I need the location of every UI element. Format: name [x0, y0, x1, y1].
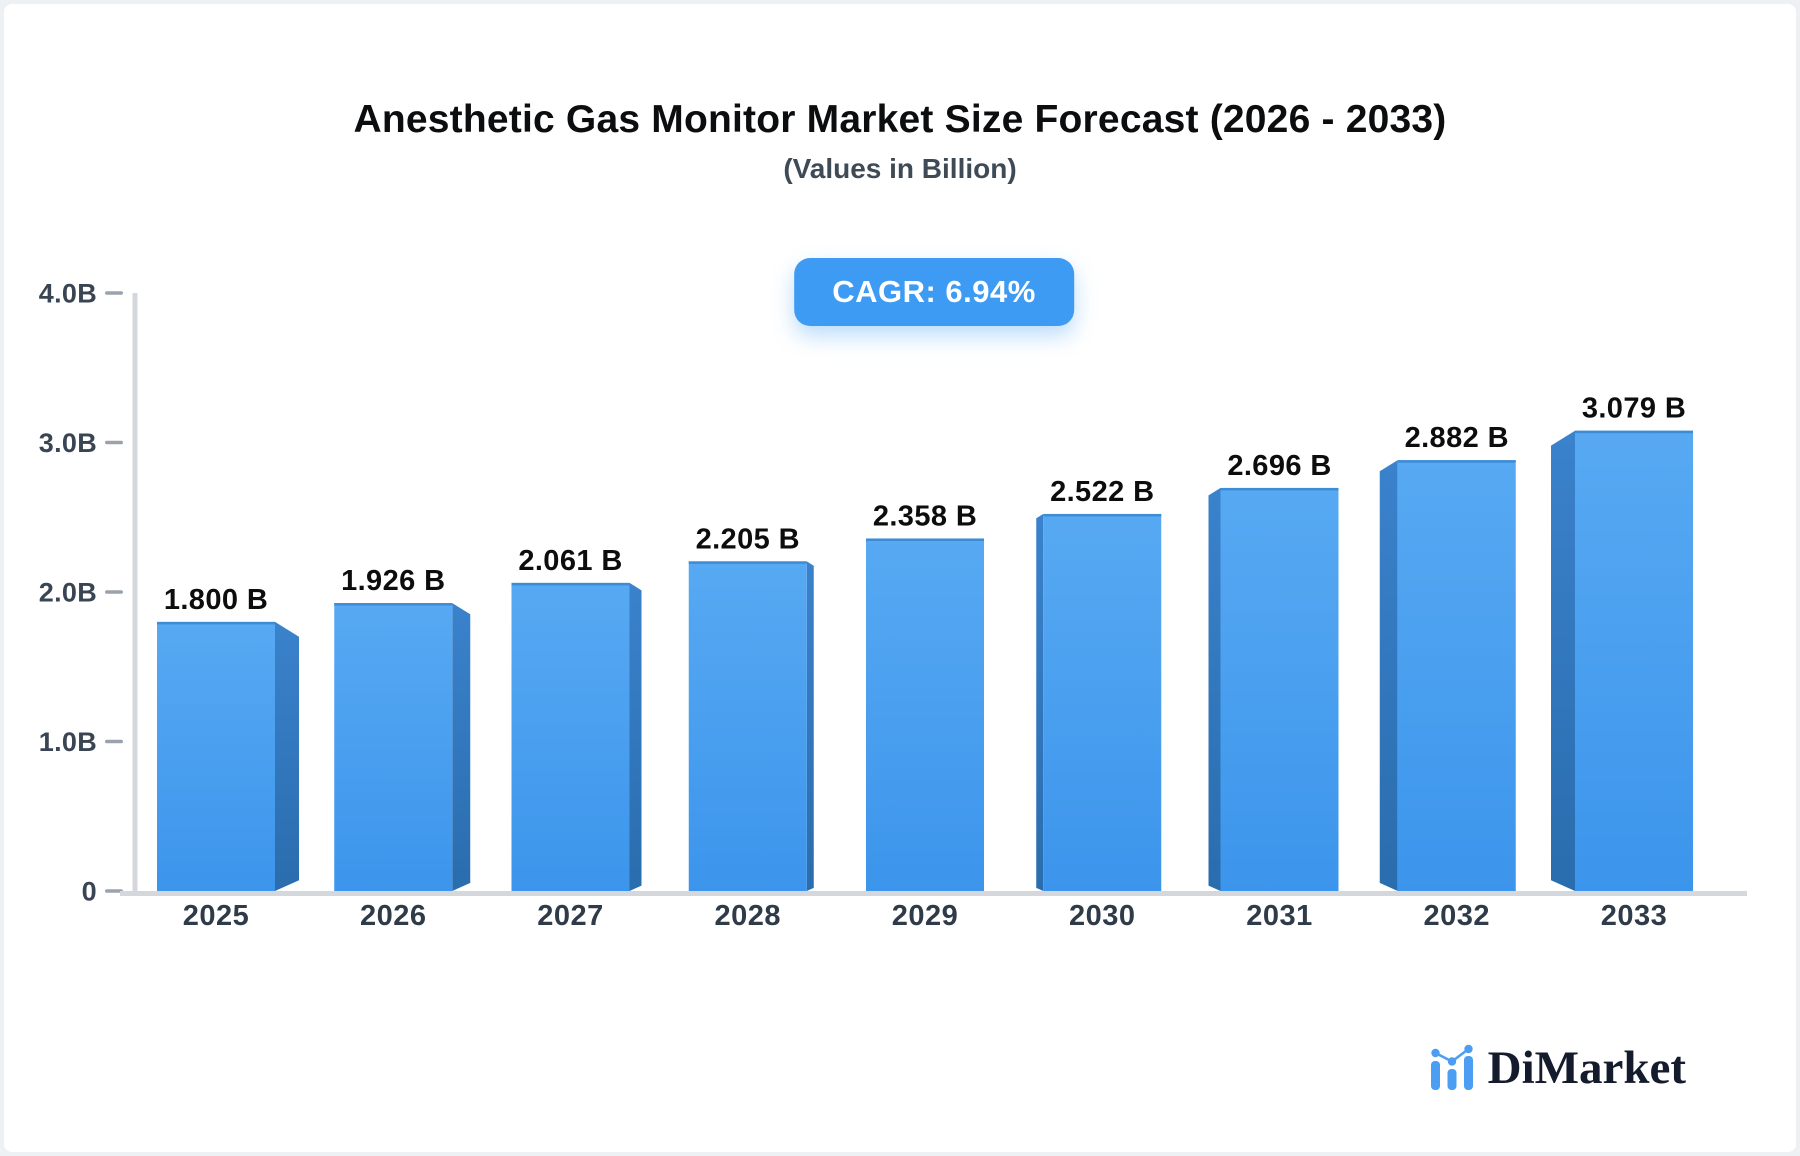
bar-value-label: 1.926 B	[341, 565, 445, 597]
y-tick-1.0B	[105, 739, 123, 744]
y-tick-label-2.0B: 2.0B	[39, 578, 97, 608]
bar-front-face	[157, 621, 275, 893]
bar-2025: 1.800 B	[157, 584, 299, 893]
bar-top-edge	[688, 561, 807, 564]
y-axis-line	[132, 293, 138, 893]
logo-dot-right	[1463, 1044, 1473, 1054]
y-tick-4.0B	[105, 291, 123, 295]
dimarket-logo-text: DiMarket	[1487, 1041, 1686, 1094]
x-axis-label-2028: 2028	[714, 900, 781, 932]
bar-front-face	[1575, 430, 1693, 893]
bar-value-label: 2.205 B	[696, 523, 800, 555]
bar-top-edge	[1220, 487, 1339, 491]
x-axis-label-2033: 2033	[1601, 900, 1668, 932]
dimarket-logo-icon	[1430, 1044, 1473, 1090]
x-axis-label-2029: 2029	[892, 900, 959, 932]
bar-value-label: 2.061 B	[518, 545, 622, 577]
brand-logo: DiMarket	[1429, 1044, 1686, 1092]
bar-front-face	[1043, 513, 1162, 893]
y-tick-0	[105, 889, 123, 893]
bar-value-label: 1.800 B	[164, 584, 268, 616]
bar-2028: 2.205 B	[688, 523, 814, 893]
chart-title: Anesthetic Gas Monitor Market Size Forec…	[353, 98, 1447, 141]
bar-chart: 0 1.0B 2.0B 3.0B 4.0B 1.800 B 2025 1.926 B 2026 2…	[39, 279, 1747, 932]
logo-bar-left	[1430, 1061, 1440, 1090]
bar-front-face	[511, 582, 630, 893]
bar-value-label: 2.358 B	[873, 500, 977, 532]
x-axis-label-2031: 2031	[1246, 900, 1313, 932]
y-tick-label-1.0B: 1.0B	[39, 727, 97, 757]
bar-value-label: 2.882 B	[1405, 422, 1509, 454]
bar-top-edge	[334, 603, 453, 606]
bar-value-label: 2.696 B	[1227, 450, 1331, 482]
logo-dot-left	[1430, 1048, 1440, 1058]
y-tick-2.0B	[105, 590, 123, 594]
bar-side-face	[1379, 460, 1398, 891]
bar-value-label: 3.079 B	[1582, 393, 1686, 425]
bar-value-label: 2.522 B	[1050, 476, 1154, 508]
chart-subtitle: (Values in Billion)	[783, 153, 1017, 184]
x-axis-line	[120, 891, 1747, 896]
bar-front-face	[688, 561, 807, 893]
y-tick-label-0: 0	[82, 877, 97, 907]
logo-dot-mid	[1447, 1057, 1456, 1066]
bar-top-edge	[866, 538, 984, 541]
y-tick-3.0B	[105, 440, 123, 445]
bar-top-edge	[511, 582, 630, 586]
bar-side-face	[275, 621, 299, 891]
bar-top-edge	[1043, 513, 1162, 517]
bar-2027: 2.061 B	[511, 545, 642, 893]
bar-front-face	[1220, 487, 1339, 893]
logo-bar-mid	[1447, 1069, 1457, 1090]
logo-bar-right	[1463, 1056, 1473, 1090]
bar-side-face	[1551, 430, 1575, 891]
bar-top-edge	[157, 621, 275, 625]
cagr-badge: CAGR: 6.94%	[794, 258, 1074, 326]
bar-2030: 2.522 B	[1036, 476, 1162, 893]
bar-side-face	[1208, 487, 1221, 891]
x-axis-label-2027: 2027	[537, 900, 604, 932]
bar-2029: 2.358 B	[866, 500, 984, 893]
bar-2026: 1.926 B	[334, 565, 471, 893]
x-axis-label-2025: 2025	[183, 900, 250, 932]
bar-top-edge	[1575, 430, 1693, 434]
bar-2031: 2.696 B	[1208, 450, 1339, 893]
bar-front-face	[334, 603, 453, 893]
bar-top-edge	[1397, 460, 1516, 463]
x-axis-label-2032: 2032	[1423, 900, 1490, 932]
y-tick-label-3.0B: 3.0B	[39, 428, 97, 458]
bar-2033: 3.079 B	[1551, 393, 1693, 893]
x-axis-label-2026: 2026	[360, 900, 427, 932]
bar-side-face	[452, 603, 471, 891]
bar-front-face	[866, 538, 984, 893]
chart-card: Anesthetic Gas Monitor Market Size Forec…	[4, 4, 1796, 1152]
bar-side-face	[629, 582, 642, 891]
bar-2032: 2.882 B	[1379, 422, 1516, 893]
y-tick-label-4.0B: 4.0B	[39, 279, 97, 309]
bar-front-face	[1397, 460, 1516, 893]
bar-side-face	[1036, 513, 1044, 891]
bar-side-face	[806, 561, 814, 891]
x-axis-label-2030: 2030	[1069, 900, 1136, 932]
